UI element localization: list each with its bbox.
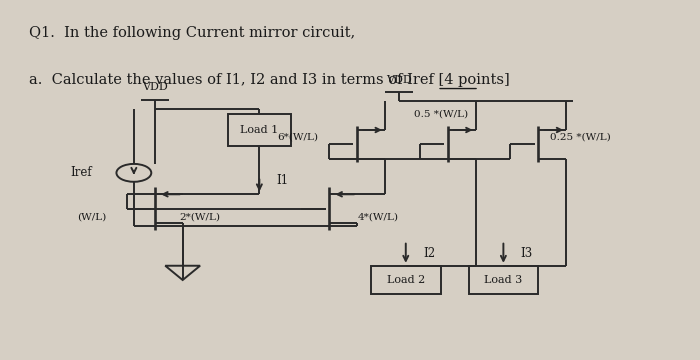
- Text: Load 3: Load 3: [484, 275, 522, 285]
- Text: 0.5 *(W/L): 0.5 *(W/L): [414, 109, 468, 118]
- Text: I3: I3: [521, 247, 533, 260]
- Text: 2*(W/L): 2*(W/L): [180, 213, 220, 222]
- Text: VDD: VDD: [386, 75, 412, 85]
- Text: a.  Calculate the values of I1, I2 and I3 in terms of Iref [4 points]: a. Calculate the values of I1, I2 and I3…: [29, 73, 510, 87]
- Text: Iref: Iref: [71, 166, 92, 179]
- Text: Load 1: Load 1: [240, 125, 279, 135]
- Text: Load 2: Load 2: [386, 275, 425, 285]
- Bar: [371, 266, 440, 294]
- Text: 4*(W/L): 4*(W/L): [358, 213, 398, 222]
- Text: I1: I1: [276, 174, 289, 186]
- Text: (W/L): (W/L): [78, 213, 106, 222]
- Text: Q1.  In the following Current mirror circuit,: Q1. In the following Current mirror circ…: [29, 26, 356, 40]
- Text: VDD: VDD: [142, 82, 168, 93]
- Text: I2: I2: [424, 247, 435, 260]
- Text: 6*(W/L): 6*(W/L): [277, 132, 318, 141]
- Bar: [468, 266, 538, 294]
- Bar: [228, 114, 290, 146]
- Text: 0.25 *(W/L): 0.25 *(W/L): [550, 132, 610, 141]
